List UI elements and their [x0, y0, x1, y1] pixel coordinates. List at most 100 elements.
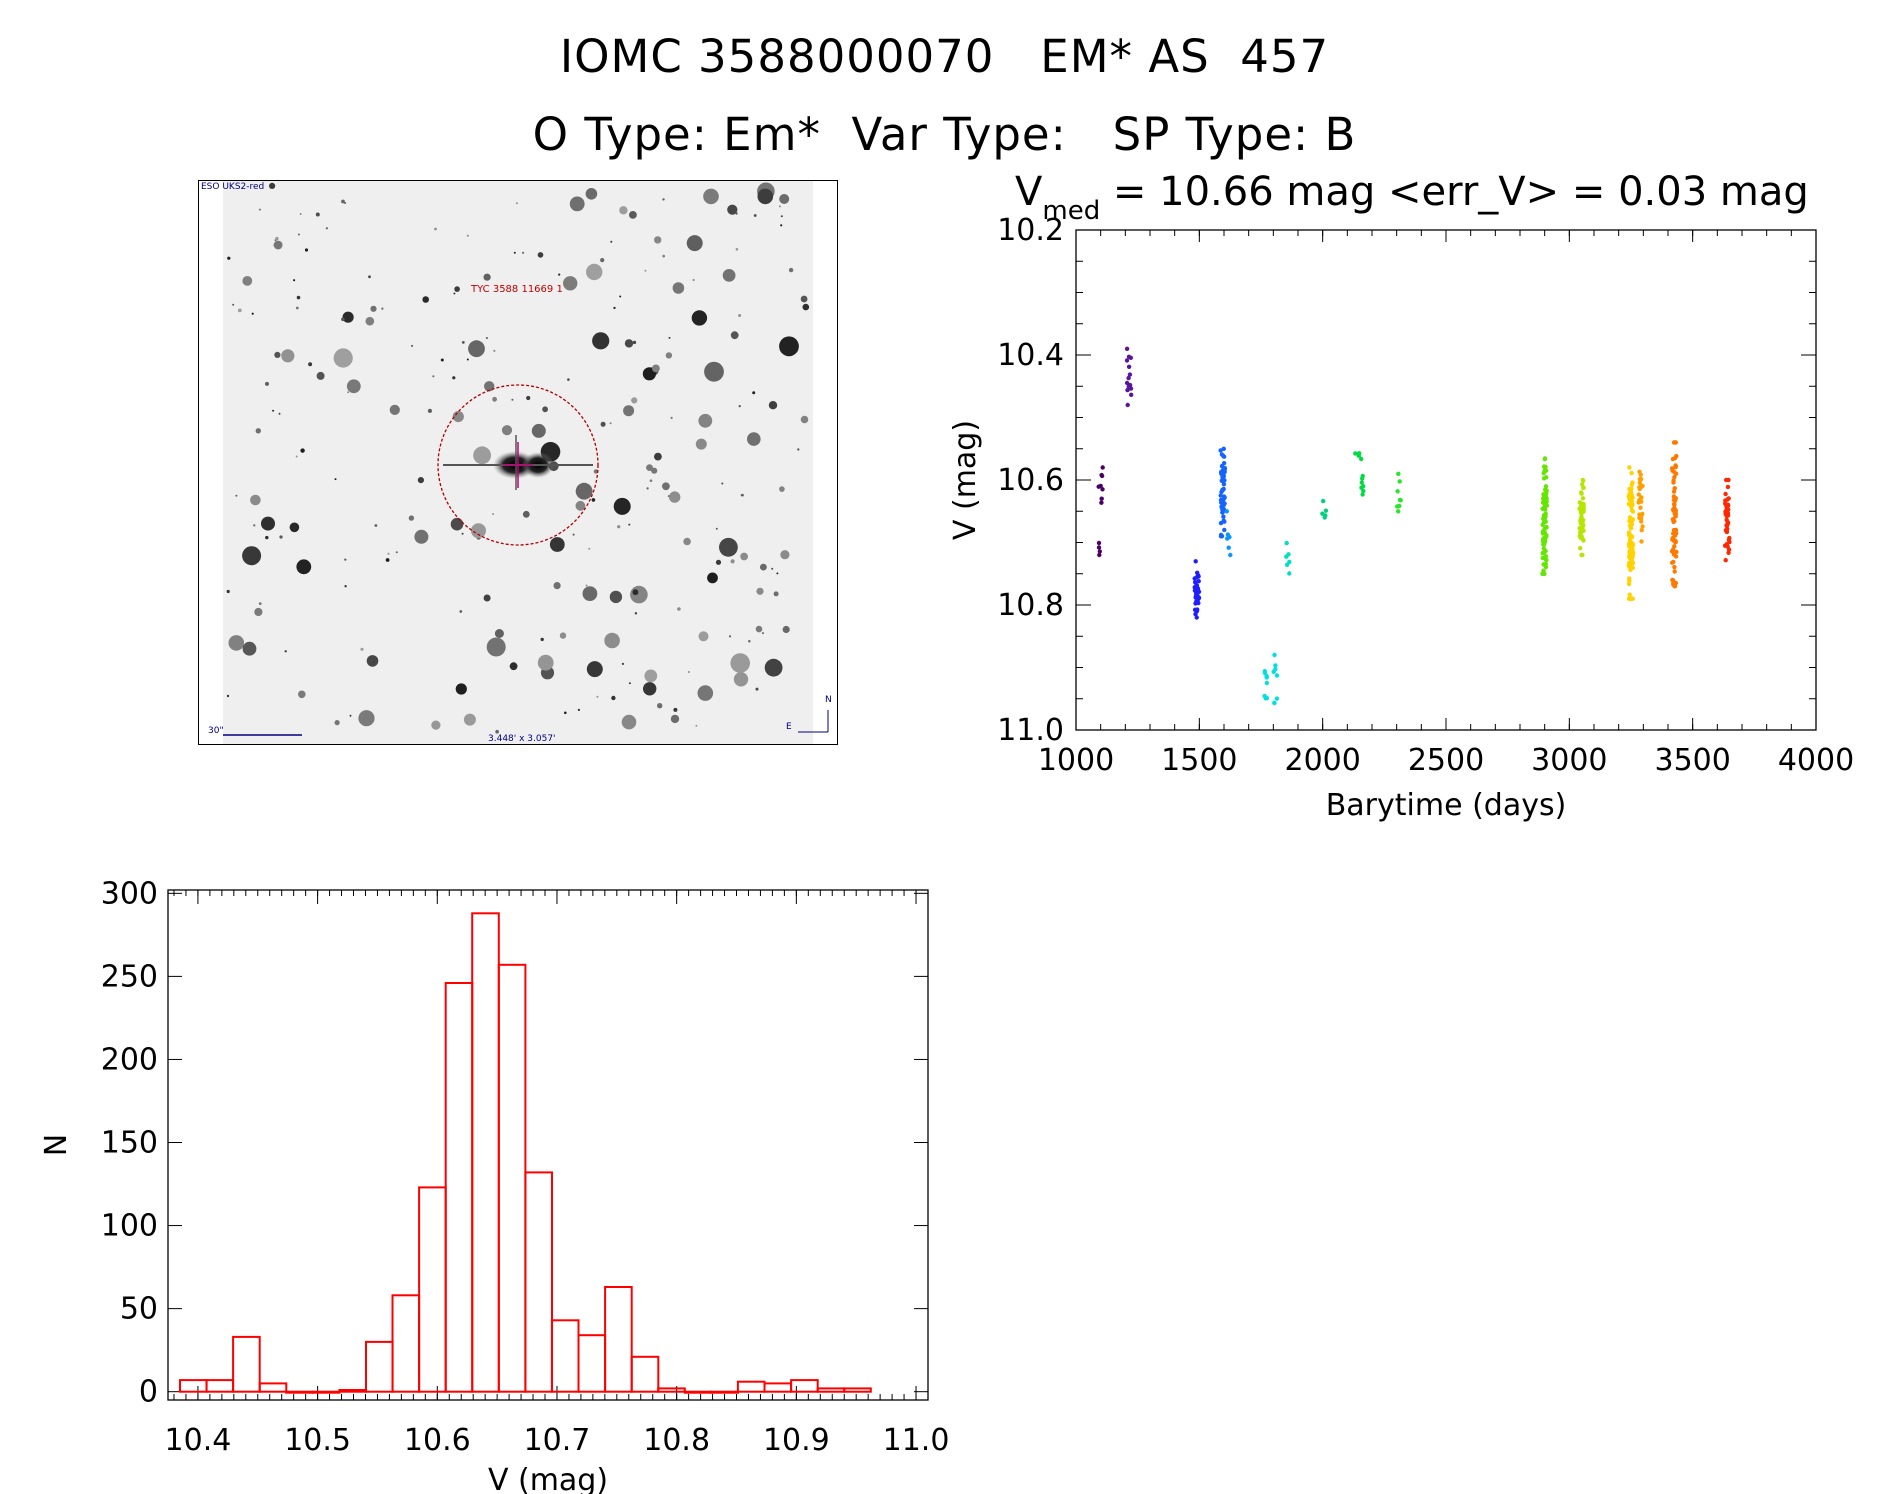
lc-point	[1099, 472, 1104, 478]
star	[434, 227, 437, 231]
star	[600, 421, 606, 427]
star	[662, 482, 670, 491]
lc-point	[1273, 663, 1278, 668]
lc-point	[1629, 482, 1635, 488]
lc-point	[1126, 375, 1131, 381]
lc-point	[1723, 558, 1728, 563]
star	[670, 714, 680, 724]
star	[665, 352, 673, 359]
lc-point	[1228, 552, 1233, 558]
star	[281, 349, 295, 363]
star	[672, 282, 685, 294]
lc-point	[1361, 488, 1366, 494]
star	[422, 296, 429, 303]
star	[703, 188, 719, 205]
lc-x-tick-label: 2500	[1408, 743, 1484, 778]
lc-point	[1627, 564, 1632, 570]
star	[461, 532, 464, 535]
lc-point	[1578, 521, 1584, 526]
star	[297, 233, 300, 236]
lc-point	[1543, 514, 1548, 519]
star	[613, 306, 616, 310]
lc-point	[1579, 552, 1584, 558]
lc-points-group	[1096, 346, 1732, 706]
star	[365, 316, 375, 326]
star	[609, 590, 623, 604]
star	[344, 585, 347, 588]
lc-point	[1626, 530, 1632, 535]
star	[347, 391, 350, 394]
lc-point	[1542, 456, 1548, 461]
lc-x-axis-label: Barytime (days)	[1326, 788, 1567, 823]
lc-point	[1672, 474, 1677, 480]
star	[296, 559, 312, 575]
star	[494, 629, 504, 638]
hist-bar	[524, 1171, 554, 1393]
hist-bar	[285, 1390, 314, 1394]
star	[417, 477, 424, 484]
star	[687, 671, 690, 673]
star	[695, 724, 698, 727]
lc-point	[1272, 652, 1277, 658]
lc-point	[1672, 584, 1677, 589]
star	[526, 395, 531, 401]
star	[511, 398, 514, 401]
star	[484, 381, 495, 392]
star	[735, 212, 738, 215]
lc-point	[1320, 511, 1325, 516]
hist-bar	[391, 1294, 421, 1393]
hist-bar	[604, 1286, 633, 1393]
star	[226, 589, 230, 594]
star	[691, 310, 708, 326]
star	[242, 641, 257, 656]
lc-point	[1357, 451, 1362, 456]
star	[649, 479, 653, 483]
lc-point	[1099, 496, 1104, 501]
lc-point	[1628, 518, 1633, 523]
lc-point	[1225, 536, 1230, 541]
star	[308, 362, 313, 367]
star	[284, 650, 287, 653]
star	[677, 607, 681, 611]
lc-point	[1195, 587, 1200, 592]
lc-point	[1222, 469, 1227, 475]
star	[559, 632, 567, 639]
star	[669, 491, 681, 503]
star	[771, 567, 774, 570]
star	[733, 672, 749, 687]
lc-point	[1540, 529, 1546, 534]
target-label: TYC 3588 11669 1	[470, 284, 563, 295]
lc-point	[1630, 565, 1636, 570]
star	[450, 517, 464, 531]
star	[668, 336, 671, 339]
lc-point	[1221, 502, 1227, 508]
star	[582, 586, 598, 601]
star	[258, 602, 262, 605]
star	[509, 662, 518, 671]
star	[609, 422, 612, 425]
lc-point	[1096, 540, 1102, 546]
lc-point	[1100, 465, 1105, 470]
lc-point	[1097, 549, 1103, 554]
lc-point	[1128, 386, 1134, 391]
star	[643, 682, 657, 696]
star	[255, 428, 261, 434]
lc-point	[1672, 470, 1677, 475]
hist-x-tick-label: 10.6	[404, 1423, 471, 1458]
lc-point	[1225, 532, 1231, 537]
star	[735, 248, 739, 251]
star	[522, 510, 530, 518]
star	[334, 478, 337, 481]
star	[779, 336, 799, 357]
lc-y-tick-label: 10.4	[997, 338, 1064, 373]
star	[427, 408, 432, 413]
lc-point	[1272, 700, 1277, 706]
star	[673, 707, 678, 712]
lc-point	[1540, 555, 1545, 561]
lc-point	[1627, 560, 1632, 566]
star	[455, 683, 467, 695]
lc-point	[1218, 493, 1223, 498]
star	[493, 349, 496, 352]
lc-point	[1627, 515, 1633, 520]
